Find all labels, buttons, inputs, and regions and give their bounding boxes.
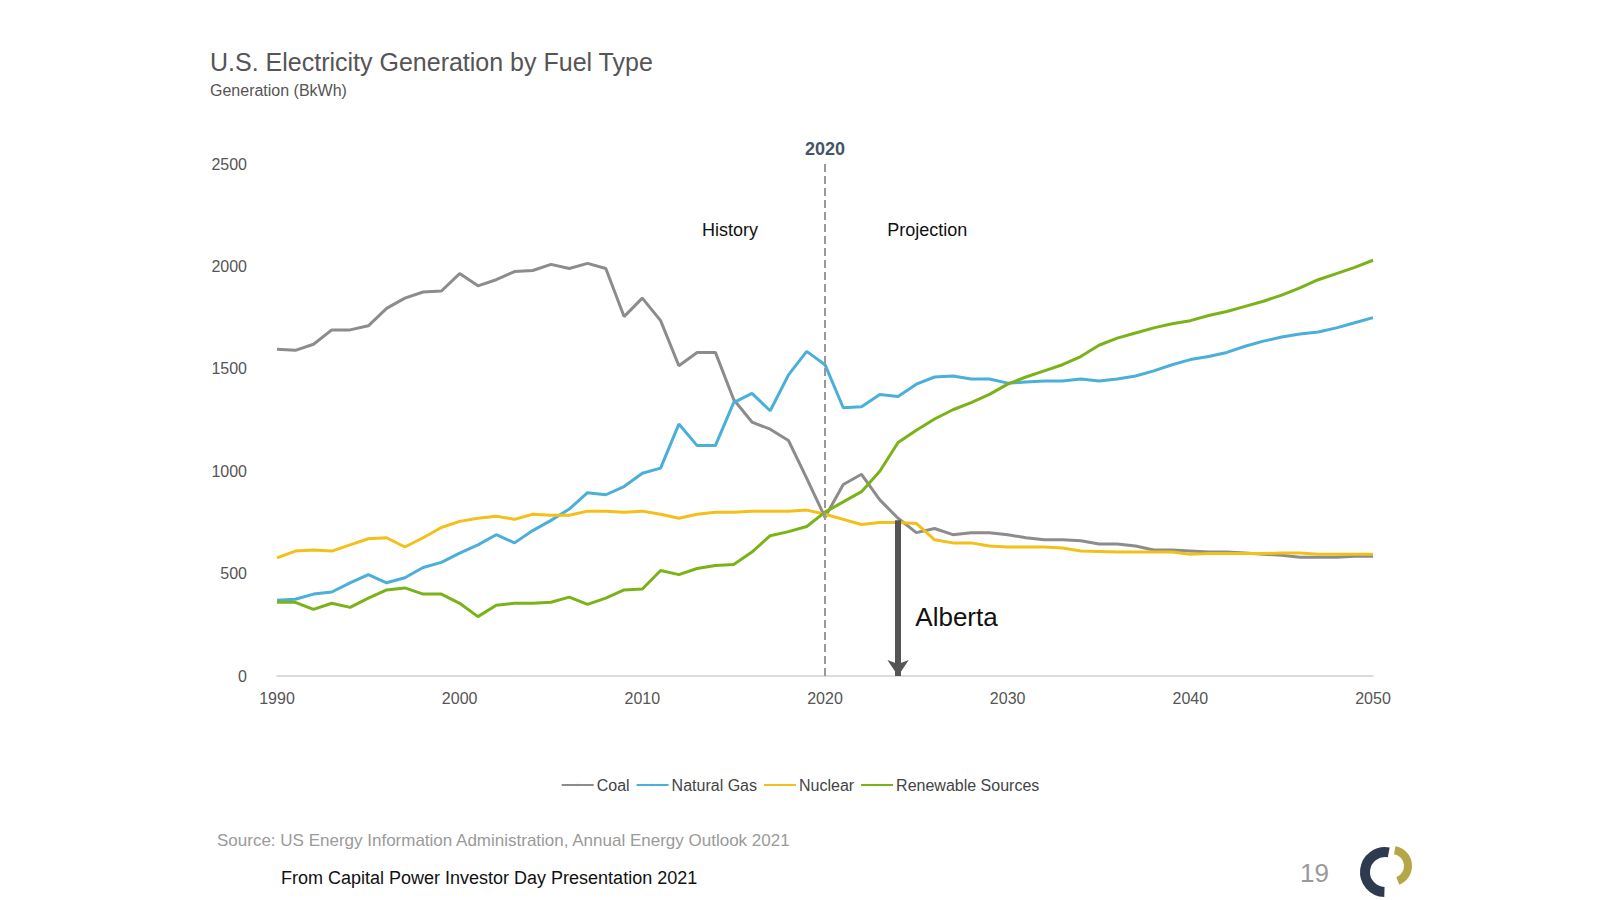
svg-text:History: History bbox=[702, 220, 758, 240]
svg-text:1990: 1990 bbox=[259, 690, 295, 707]
svg-text:Coal: Coal bbox=[597, 777, 630, 794]
svg-text:Generation (BkWh): Generation (BkWh) bbox=[210, 82, 347, 99]
svg-text:From Capital Power Investor Da: From Capital Power Investor Day Presenta… bbox=[281, 868, 697, 888]
svg-text:2500: 2500 bbox=[211, 156, 247, 173]
svg-text:19: 19 bbox=[1300, 858, 1329, 888]
svg-text:Natural Gas: Natural Gas bbox=[672, 777, 757, 794]
svg-text:Projection: Projection bbox=[887, 220, 967, 240]
svg-text:0: 0 bbox=[238, 668, 247, 685]
svg-text:500: 500 bbox=[220, 565, 247, 582]
svg-text:Renewable Sources: Renewable Sources bbox=[896, 777, 1039, 794]
svg-text:U.S. Electricity Generation by: U.S. Electricity Generation by Fuel Type bbox=[210, 48, 653, 76]
svg-text:2050: 2050 bbox=[1355, 690, 1391, 707]
svg-text:Alberta: Alberta bbox=[915, 602, 998, 632]
svg-text:2020: 2020 bbox=[807, 690, 843, 707]
svg-text:1000: 1000 bbox=[211, 463, 247, 480]
svg-text:2000: 2000 bbox=[211, 258, 247, 275]
svg-text:Nuclear: Nuclear bbox=[799, 777, 855, 794]
svg-text:Source: US Energy Information: Source: US Energy Information Administra… bbox=[217, 831, 790, 850]
svg-text:1500: 1500 bbox=[211, 360, 247, 377]
svg-text:2040: 2040 bbox=[1173, 690, 1209, 707]
svg-text:2020: 2020 bbox=[805, 139, 845, 159]
svg-text:2010: 2010 bbox=[625, 690, 661, 707]
svg-text:2030: 2030 bbox=[990, 690, 1026, 707]
svg-text:2000: 2000 bbox=[442, 690, 478, 707]
